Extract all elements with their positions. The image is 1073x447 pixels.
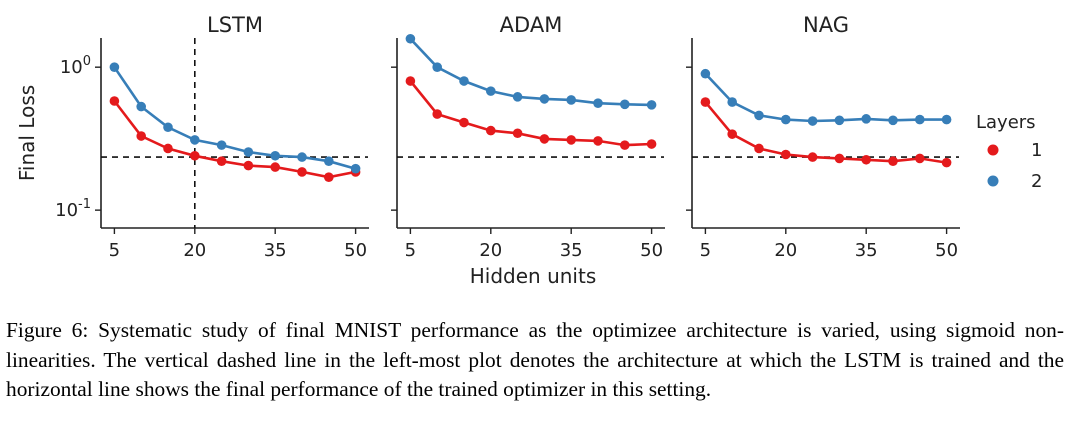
legend-marker-1 xyxy=(987,144,999,156)
data-point-1 xyxy=(405,76,416,86)
data-point-1 xyxy=(700,97,711,107)
data-point-2 xyxy=(834,115,845,126)
data-point-2 xyxy=(350,163,361,174)
x-tick-label: 50 xyxy=(640,240,663,261)
data-point-1 xyxy=(861,154,871,165)
data-point-1 xyxy=(807,152,818,162)
data-point-1 xyxy=(190,150,200,161)
data-point-2 xyxy=(190,135,200,145)
y-tick-label: 10-1 xyxy=(55,197,91,221)
data-point-1 xyxy=(754,143,764,154)
legend-label-2: 2 xyxy=(1031,171,1042,192)
data-point-2 xyxy=(512,92,523,102)
legend: Layers 1 2 xyxy=(976,112,1042,192)
data-point-2 xyxy=(888,115,898,126)
data-point-2 xyxy=(781,114,791,125)
data-point-1 xyxy=(216,156,227,166)
data-point-2 xyxy=(324,156,334,166)
x-tick-label: 5 xyxy=(405,240,416,261)
data-point-2 xyxy=(109,62,120,72)
x-tick-label: 50 xyxy=(344,240,367,261)
x-tick-label: 35 xyxy=(855,240,878,261)
panel-title: NAG xyxy=(803,13,849,37)
data-point-1 xyxy=(620,140,630,150)
data-point-2 xyxy=(646,100,657,110)
data-point-1 xyxy=(163,143,173,154)
data-point-1 xyxy=(646,139,657,149)
data-point-2 xyxy=(566,95,576,105)
data-point-1 xyxy=(324,172,334,182)
data-point-2 xyxy=(486,86,496,96)
x-tick-label: 50 xyxy=(935,240,958,261)
data-point-1 xyxy=(109,96,120,106)
series-line-2 xyxy=(409,37,652,107)
data-point-2 xyxy=(754,110,764,121)
data-point-1 xyxy=(834,153,845,164)
x-tick-label: 20 xyxy=(479,240,502,261)
data-point-1 xyxy=(593,136,603,146)
data-point-2 xyxy=(700,68,711,79)
data-point-1 xyxy=(432,109,443,119)
data-point-1 xyxy=(486,125,496,136)
legend-marker-2 xyxy=(987,175,999,187)
data-point-1 xyxy=(781,149,791,160)
data-point-1 xyxy=(941,157,952,168)
data-point-1 xyxy=(136,131,146,141)
data-point-1 xyxy=(727,129,737,139)
data-point-2 xyxy=(459,76,469,86)
series-line-2 xyxy=(113,66,356,170)
x-tick-label: 35 xyxy=(560,240,583,261)
chart-svg: LSTM 5 20 35 50 100 10-1 ADAM 5 20 35 50 NAG 5 20 35 50 F… xyxy=(15,13,1042,288)
x-tick-label: 20 xyxy=(774,240,797,261)
figure: LSTM 5 20 35 50 100 10-1 ADAM 5 20 35 50 NAG 5 20 35 50 F… xyxy=(15,13,1042,288)
data-point-2 xyxy=(405,33,416,44)
data-point-1 xyxy=(459,117,469,128)
y-axis-label: Final Loss xyxy=(15,85,39,181)
figure-caption: Figure 6: Systematic study of final MNIS… xyxy=(6,318,1064,401)
data-point-2 xyxy=(620,99,630,110)
data-point-2 xyxy=(727,97,737,107)
series-line-2 xyxy=(704,72,947,123)
data-point-1 xyxy=(888,156,898,166)
data-point-2 xyxy=(163,122,173,133)
x-tick-label: 5 xyxy=(700,240,711,261)
data-point-2 xyxy=(539,94,550,104)
data-point-2 xyxy=(136,101,146,112)
data-point-2 xyxy=(861,114,871,124)
data-point-2 xyxy=(915,114,925,125)
data-point-2 xyxy=(216,140,227,150)
panel-adam: ADAM 5 20 35 50 xyxy=(391,13,665,261)
data-point-2 xyxy=(297,152,307,162)
series-line-1 xyxy=(704,101,947,164)
data-point-1 xyxy=(915,153,925,164)
data-point-1 xyxy=(243,160,254,171)
data-point-1 xyxy=(270,162,281,172)
data-point-2 xyxy=(432,62,443,72)
panel-nag: NAG 5 20 35 50 xyxy=(686,13,960,261)
y-tick-label: 100 xyxy=(60,54,91,78)
x-tick-label: 20 xyxy=(183,240,206,261)
data-point-2 xyxy=(593,98,603,108)
data-point-1 xyxy=(539,134,550,144)
data-point-2 xyxy=(807,116,818,126)
panel-lstm: LSTM 5 20 35 50 100 10-1 xyxy=(55,13,369,261)
panel-title: LSTM xyxy=(207,13,263,37)
legend-title: Layers xyxy=(976,112,1036,133)
data-point-2 xyxy=(243,147,254,157)
data-point-1 xyxy=(566,135,576,145)
data-point-2 xyxy=(270,150,281,161)
data-point-1 xyxy=(297,167,307,177)
series-line-1 xyxy=(409,80,652,147)
panel-title: ADAM xyxy=(500,13,563,37)
series-line-1 xyxy=(113,100,356,179)
x-axis-label: Hidden units xyxy=(470,264,597,288)
data-point-2 xyxy=(941,114,952,125)
legend-label-1: 1 xyxy=(1031,140,1042,161)
x-tick-label: 5 xyxy=(109,240,120,261)
x-tick-label: 35 xyxy=(264,240,287,261)
data-point-1 xyxy=(512,128,523,139)
